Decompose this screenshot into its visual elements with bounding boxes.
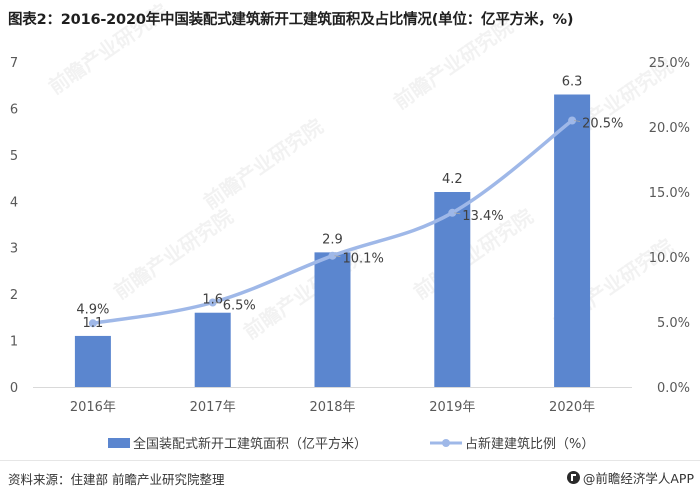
line-point	[568, 116, 577, 125]
bar-value-label: 1.1	[83, 316, 104, 331]
line-value-label: 10.1%	[343, 252, 384, 267]
watermark-text: 前瞻产业研究院	[44, 0, 172, 99]
label-leader	[334, 255, 341, 258]
line-point	[208, 298, 217, 307]
left-y-axis: 0 1 2 3 4 5 6 7	[10, 56, 18, 396]
line-series	[88, 116, 577, 328]
x-tick-label: 2019年	[429, 400, 475, 415]
legend-bar-swatch	[108, 438, 130, 448]
right-tick-label: 10.0%	[649, 251, 690, 266]
right-tick-label: 15.0%	[649, 186, 690, 201]
label-leader	[574, 120, 581, 122]
x-tick-label: 2017年	[190, 400, 236, 415]
bar-value-label: 1.6	[202, 293, 223, 308]
bar	[554, 94, 591, 387]
right-tick-label: 20.0%	[649, 121, 690, 136]
brand-text: @前瞻经济学人APP	[582, 471, 694, 486]
bar-value-label: 6.3	[562, 75, 583, 90]
x-tick-label: 2020年	[549, 400, 595, 415]
line-value-label: 20.5%	[582, 117, 623, 132]
line-value-label: 4.9%	[76, 302, 109, 317]
bar-value-label: 4.2	[442, 172, 463, 187]
legend: 全国装配式新开工建筑面积（亿平方米） 占新建建筑比例（%）	[108, 436, 594, 452]
source-note: 资料来源：住建部 前瞻产业研究院整理	[8, 472, 225, 487]
right-y-axis: 0.0% 5.0% 10.0% 15.0% 20.0% 25.0%	[649, 56, 690, 396]
left-tick-label: 6	[10, 102, 18, 117]
right-tick-label: 25.0%	[649, 56, 690, 71]
combo-chart: 前瞻产业研究院前瞻产业研究院前瞻产业研究院前瞻产业研究院前瞻产业研究院前瞻产业研…	[10, 0, 690, 452]
watermark-text: 前瞻产业研究院	[109, 204, 237, 304]
line-point	[88, 319, 97, 328]
label-leader	[454, 212, 461, 215]
footer-divider	[0, 460, 700, 461]
bar	[314, 252, 351, 387]
brand-credit: @前瞻经济学人APP	[566, 468, 694, 487]
line-point	[328, 251, 337, 260]
data-labels: 1.1 1.6 2.9 4.2 6.3 4.9% 6.5% 10.1% 13.4% 20.5%	[76, 75, 623, 331]
left-tick-label: 5	[10, 149, 18, 164]
left-tick-label: 7	[10, 56, 18, 71]
left-tick-label: 0	[10, 381, 18, 396]
left-tick-label: 4	[10, 195, 18, 210]
right-tick-label: 0.0%	[657, 381, 690, 396]
bar	[74, 335, 111, 387]
line-point	[448, 208, 457, 217]
x-tick-label: 2018年	[309, 400, 355, 415]
right-tick-label: 5.0%	[657, 316, 690, 331]
legend-bar-label: 全国装配式新开工建筑面积（亿平方米）	[133, 436, 367, 452]
legend-line-marker	[442, 439, 450, 447]
line-value-label: 13.4%	[462, 209, 503, 224]
label-leader	[214, 302, 221, 304]
x-axis: 2016年 2017年 2018年 2019年 2020年	[33, 387, 632, 415]
left-tick-label: 1	[10, 335, 18, 350]
x-tick-label: 2016年	[70, 400, 116, 415]
bar-series	[74, 94, 591, 387]
bar-value-label: 2.9	[322, 232, 343, 247]
qianzhan-logo-icon	[566, 471, 580, 484]
left-tick-label: 3	[10, 242, 18, 257]
watermark-text: 前瞻产业研究院	[389, 14, 517, 114]
chart-title: 图表2：2016-2020年中国装配式建筑新开工建筑面积及占比情况(单位：亿平方…	[8, 12, 574, 28]
bar	[434, 192, 471, 387]
watermark-text: 前瞻产业研究院	[199, 114, 327, 214]
left-tick-label: 2	[10, 288, 18, 303]
bar	[194, 312, 231, 387]
line-value-label: 6.5%	[223, 299, 256, 314]
legend-line-label: 占新建建筑比例（%）	[465, 436, 594, 452]
